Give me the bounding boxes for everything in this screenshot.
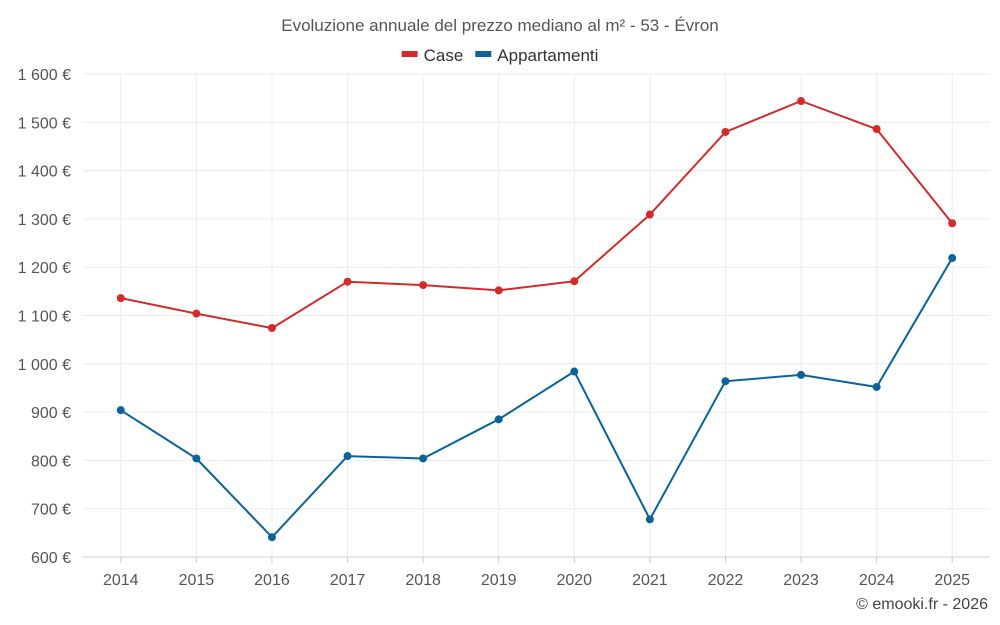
data-point-appartamenti[interactable] xyxy=(570,367,579,376)
x-tick-label: 2025 xyxy=(934,572,970,589)
credit-text: © emooki.fr - 2026 xyxy=(856,596,988,613)
data-point-case[interactable] xyxy=(343,277,352,286)
y-tick-label: 1 500 € xyxy=(18,115,71,132)
data-point-appartamenti[interactable] xyxy=(645,515,654,524)
y-tick-label: 1 400 € xyxy=(18,164,71,181)
series-line-case xyxy=(120,100,953,330)
data-point-appartamenti[interactable] xyxy=(494,415,503,424)
data-point-appartamenti[interactable] xyxy=(419,454,428,463)
data-point-case[interactable] xyxy=(192,309,201,318)
data-point-case[interactable] xyxy=(948,219,957,228)
y-tick-label: 700 € xyxy=(31,502,71,519)
y-tick-label: 600 € xyxy=(31,550,71,567)
y-tick-label: 1 100 € xyxy=(18,309,71,326)
x-tick-label: 2020 xyxy=(556,572,592,589)
x-tick-label: 2016 xyxy=(254,572,290,589)
data-point-appartamenti[interactable] xyxy=(116,406,125,415)
data-point-case[interactable] xyxy=(872,125,881,134)
data-point-appartamenti[interactable] xyxy=(267,533,276,542)
series-line-appartamenti xyxy=(120,257,954,539)
legend-item-case[interactable]: Case xyxy=(401,46,464,65)
data-point-case[interactable] xyxy=(494,286,503,295)
x-tick-label: 2014 xyxy=(103,572,139,589)
legend-item-appartamenti[interactable]: Appartamenti xyxy=(475,46,598,65)
legend: Case Appartamenti xyxy=(401,46,598,65)
x-tick-label: 2017 xyxy=(330,572,366,589)
y-tick-label: 900 € xyxy=(31,405,71,422)
legend-label: Case xyxy=(424,46,464,65)
x-tick-label: 2018 xyxy=(405,572,441,589)
x-tick-label: 2019 xyxy=(481,572,517,589)
y-tick-label: 1 200 € xyxy=(18,260,71,277)
data-point-case[interactable] xyxy=(721,127,730,136)
chart-title: Evoluzione annuale del prezzo mediano al… xyxy=(281,16,719,35)
data-point-appartamenti[interactable] xyxy=(797,370,806,379)
y-tick-label: 1 300 € xyxy=(18,212,71,229)
axes: 600 € 700 € 800 € 900 € 1 000 € 1 100 € 1 200 … xyxy=(18,67,990,589)
x-tick-label: 2024 xyxy=(859,572,895,589)
data-point-case[interactable] xyxy=(570,277,579,286)
x-tick-label: 2023 xyxy=(783,572,819,589)
data-point-case[interactable] xyxy=(645,210,654,219)
data-point-case[interactable] xyxy=(419,281,428,290)
data-point-case[interactable] xyxy=(116,294,125,303)
data-point-appartamenti[interactable] xyxy=(343,452,352,461)
legend-label: Appartamenti xyxy=(497,46,598,65)
data-point-appartamenti[interactable] xyxy=(948,254,957,263)
data-point-case[interactable] xyxy=(797,97,806,106)
legend-swatch xyxy=(401,51,418,57)
grid xyxy=(83,73,990,558)
legend-swatch xyxy=(475,51,492,57)
data-point-appartamenti[interactable] xyxy=(192,454,201,463)
y-tick-label: 1 600 € xyxy=(18,67,71,84)
x-tick-label: 2015 xyxy=(179,572,215,589)
data-point-appartamenti[interactable] xyxy=(872,382,881,391)
x-tick-label: 2022 xyxy=(708,572,744,589)
data-point-appartamenti[interactable] xyxy=(721,377,730,386)
x-tick-label: 2021 xyxy=(632,572,668,589)
data-point-case[interactable] xyxy=(267,324,276,333)
series xyxy=(116,97,957,542)
y-tick-label: 1 000 € xyxy=(18,357,71,374)
y-tick-label: 800 € xyxy=(31,453,71,470)
